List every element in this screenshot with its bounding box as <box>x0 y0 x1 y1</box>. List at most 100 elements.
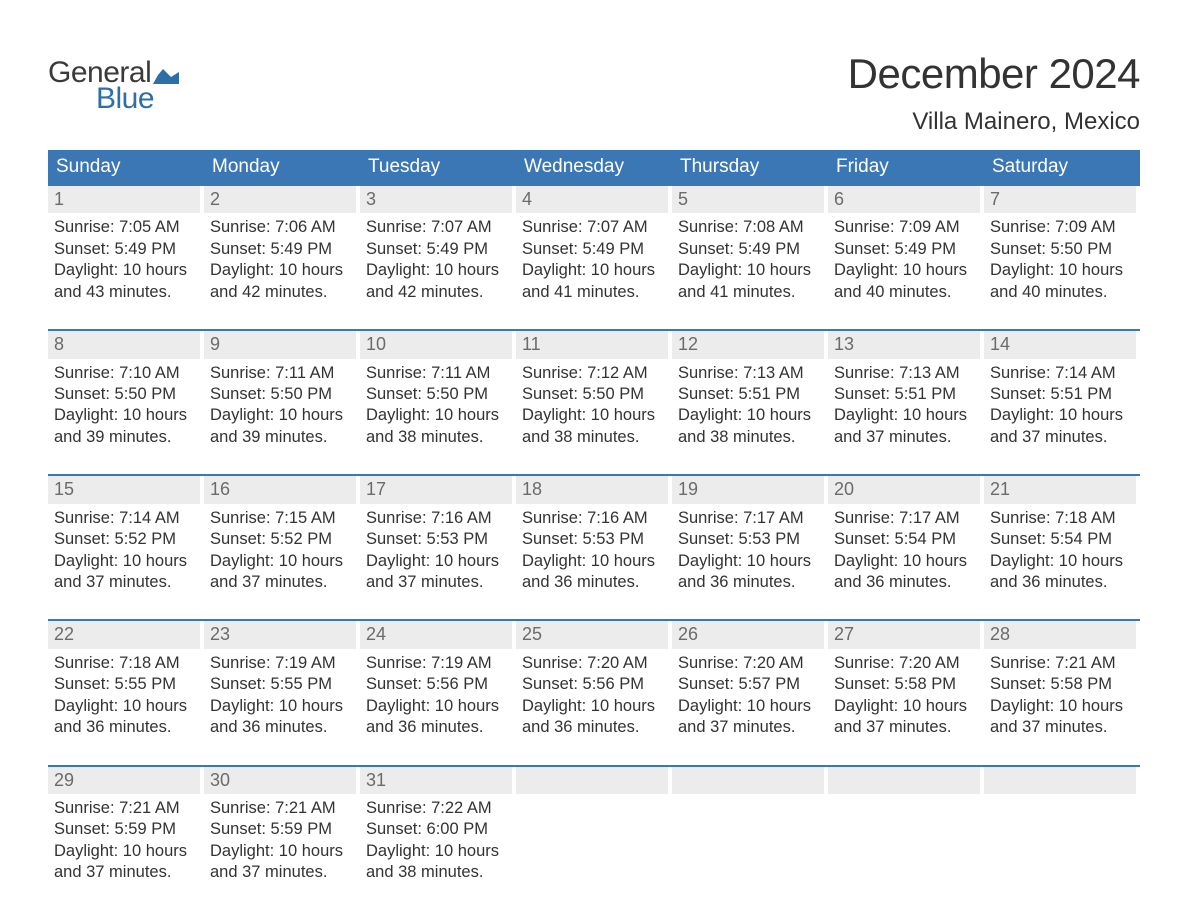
day-cell: 30Sunrise: 7:21 AMSunset: 5:59 PMDayligh… <box>204 767 360 884</box>
day-cell: 19Sunrise: 7:17 AMSunset: 5:53 PMDayligh… <box>672 476 828 593</box>
day-body: Sunrise: 7:21 AMSunset: 5:58 PMDaylight:… <box>984 649 1136 739</box>
sunset-line: Sunset: 5:49 PM <box>678 239 820 260</box>
day-number: 5 <box>672 186 824 213</box>
day-number: 10 <box>360 331 512 358</box>
sunset-line: Sunset: 5:56 PM <box>366 674 508 695</box>
day-body: Sunrise: 7:09 AMSunset: 5:49 PMDaylight:… <box>828 213 980 303</box>
sunset-line: Sunset: 5:55 PM <box>210 674 352 695</box>
sunset-line: Sunset: 5:51 PM <box>678 384 820 405</box>
sunrise-line: Sunrise: 7:19 AM <box>366 653 508 674</box>
day-number: 20 <box>828 476 980 503</box>
header-row: General Blue December 2024 Villa Mainero… <box>48 50 1140 136</box>
daylight-line-1: Daylight: 10 hours <box>522 260 664 281</box>
day-body: Sunrise: 7:15 AMSunset: 5:52 PMDaylight:… <box>204 504 356 594</box>
day-cell: 6Sunrise: 7:09 AMSunset: 5:49 PMDaylight… <box>828 186 984 303</box>
daylight-line-1: Daylight: 10 hours <box>54 405 196 426</box>
sunrise-line: Sunrise: 7:15 AM <box>210 508 352 529</box>
day-cell: 5Sunrise: 7:08 AMSunset: 5:49 PMDaylight… <box>672 186 828 303</box>
daylight-line-1: Daylight: 10 hours <box>990 696 1132 717</box>
sunset-line: Sunset: 5:49 PM <box>210 239 352 260</box>
sunrise-line: Sunrise: 7:11 AM <box>210 363 352 384</box>
day-cell: 1Sunrise: 7:05 AMSunset: 5:49 PMDaylight… <box>48 186 204 303</box>
day-cell: 14Sunrise: 7:14 AMSunset: 5:51 PMDayligh… <box>984 331 1140 448</box>
sunset-line: Sunset: 5:59 PM <box>210 819 352 840</box>
day-cell: 16Sunrise: 7:15 AMSunset: 5:52 PMDayligh… <box>204 476 360 593</box>
sunrise-line: Sunrise: 7:14 AM <box>990 363 1132 384</box>
day-cell: 10Sunrise: 7:11 AMSunset: 5:50 PMDayligh… <box>360 331 516 448</box>
sunset-line: Sunset: 6:00 PM <box>366 819 508 840</box>
daylight-line-1: Daylight: 10 hours <box>366 841 508 862</box>
sunrise-line: Sunrise: 7:21 AM <box>210 798 352 819</box>
week-row: 8Sunrise: 7:10 AMSunset: 5:50 PMDaylight… <box>48 329 1140 448</box>
day-number: 2 <box>204 186 356 213</box>
daylight-line-2: and 40 minutes. <box>990 282 1132 303</box>
daylight-line-1: Daylight: 10 hours <box>210 405 352 426</box>
sunset-line: Sunset: 5:50 PM <box>366 384 508 405</box>
month-title: December 2024 <box>848 50 1140 98</box>
daylight-line-2: and 36 minutes. <box>678 572 820 593</box>
day-body: Sunrise: 7:14 AMSunset: 5:51 PMDaylight:… <box>984 359 1136 449</box>
daylight-line-1: Daylight: 10 hours <box>366 405 508 426</box>
sunrise-line: Sunrise: 7:17 AM <box>834 508 976 529</box>
weekday-header-row: SundayMondayTuesdayWednesdayThursdayFrid… <box>48 150 1140 184</box>
daylight-line-2: and 37 minutes. <box>990 427 1132 448</box>
sunrise-line: Sunrise: 7:05 AM <box>54 217 196 238</box>
sunset-line: Sunset: 5:58 PM <box>990 674 1132 695</box>
day-body: Sunrise: 7:06 AMSunset: 5:49 PMDaylight:… <box>204 213 356 303</box>
sunrise-line: Sunrise: 7:22 AM <box>366 798 508 819</box>
day-number-empty <box>672 767 824 794</box>
day-body: Sunrise: 7:08 AMSunset: 5:49 PMDaylight:… <box>672 213 824 303</box>
sunset-line: Sunset: 5:52 PM <box>210 529 352 550</box>
daylight-line-1: Daylight: 10 hours <box>834 405 976 426</box>
sunrise-line: Sunrise: 7:20 AM <box>678 653 820 674</box>
sunset-line: Sunset: 5:55 PM <box>54 674 196 695</box>
daylight-line-2: and 37 minutes. <box>834 717 976 738</box>
sunset-line: Sunset: 5:49 PM <box>834 239 976 260</box>
day-number: 27 <box>828 621 980 648</box>
day-cell: 29Sunrise: 7:21 AMSunset: 5:59 PMDayligh… <box>48 767 204 884</box>
day-cell: 22Sunrise: 7:18 AMSunset: 5:55 PMDayligh… <box>48 621 204 738</box>
day-body: Sunrise: 7:16 AMSunset: 5:53 PMDaylight:… <box>360 504 512 594</box>
day-number: 28 <box>984 621 1136 648</box>
day-cell: 21Sunrise: 7:18 AMSunset: 5:54 PMDayligh… <box>984 476 1140 593</box>
daylight-line-1: Daylight: 10 hours <box>54 696 196 717</box>
daylight-line-2: and 36 minutes. <box>990 572 1132 593</box>
day-number-empty <box>828 767 980 794</box>
day-cell: 4Sunrise: 7:07 AMSunset: 5:49 PMDaylight… <box>516 186 672 303</box>
day-number: 17 <box>360 476 512 503</box>
day-body: Sunrise: 7:22 AMSunset: 6:00 PMDaylight:… <box>360 794 512 884</box>
daylight-line-2: and 37 minutes. <box>54 572 196 593</box>
daylight-line-2: and 36 minutes. <box>54 717 196 738</box>
daylight-line-1: Daylight: 10 hours <box>990 405 1132 426</box>
sunrise-line: Sunrise: 7:20 AM <box>834 653 976 674</box>
sunset-line: Sunset: 5:53 PM <box>678 529 820 550</box>
sunrise-line: Sunrise: 7:10 AM <box>54 363 196 384</box>
daylight-line-1: Daylight: 10 hours <box>54 260 196 281</box>
daylight-line-2: and 37 minutes. <box>990 717 1132 738</box>
calendar-grid: SundayMondayTuesdayWednesdayThursdayFrid… <box>48 150 1140 884</box>
day-number: 21 <box>984 476 1136 503</box>
sunrise-line: Sunrise: 7:16 AM <box>522 508 664 529</box>
sunset-line: Sunset: 5:52 PM <box>54 529 196 550</box>
sunset-line: Sunset: 5:49 PM <box>54 239 196 260</box>
day-number: 14 <box>984 331 1136 358</box>
day-cell: 9Sunrise: 7:11 AMSunset: 5:50 PMDaylight… <box>204 331 360 448</box>
daylight-line-2: and 39 minutes. <box>210 427 352 448</box>
sunrise-line: Sunrise: 7:13 AM <box>678 363 820 384</box>
day-number: 19 <box>672 476 824 503</box>
daylight-line-2: and 38 minutes. <box>366 427 508 448</box>
daylight-line-1: Daylight: 10 hours <box>366 551 508 572</box>
daylight-line-1: Daylight: 10 hours <box>54 551 196 572</box>
day-body: Sunrise: 7:11 AMSunset: 5:50 PMDaylight:… <box>360 359 512 449</box>
daylight-line-2: and 39 minutes. <box>54 427 196 448</box>
weeks-container: 1Sunrise: 7:05 AMSunset: 5:49 PMDaylight… <box>48 184 1140 884</box>
day-cell: 12Sunrise: 7:13 AMSunset: 5:51 PMDayligh… <box>672 331 828 448</box>
daylight-line-1: Daylight: 10 hours <box>990 551 1132 572</box>
week-row: 15Sunrise: 7:14 AMSunset: 5:52 PMDayligh… <box>48 474 1140 593</box>
daylight-line-2: and 41 minutes. <box>678 282 820 303</box>
daylight-line-2: and 36 minutes. <box>210 717 352 738</box>
day-body: Sunrise: 7:13 AMSunset: 5:51 PMDaylight:… <box>828 359 980 449</box>
sunset-line: Sunset: 5:56 PM <box>522 674 664 695</box>
day-number: 3 <box>360 186 512 213</box>
sunrise-line: Sunrise: 7:09 AM <box>990 217 1132 238</box>
